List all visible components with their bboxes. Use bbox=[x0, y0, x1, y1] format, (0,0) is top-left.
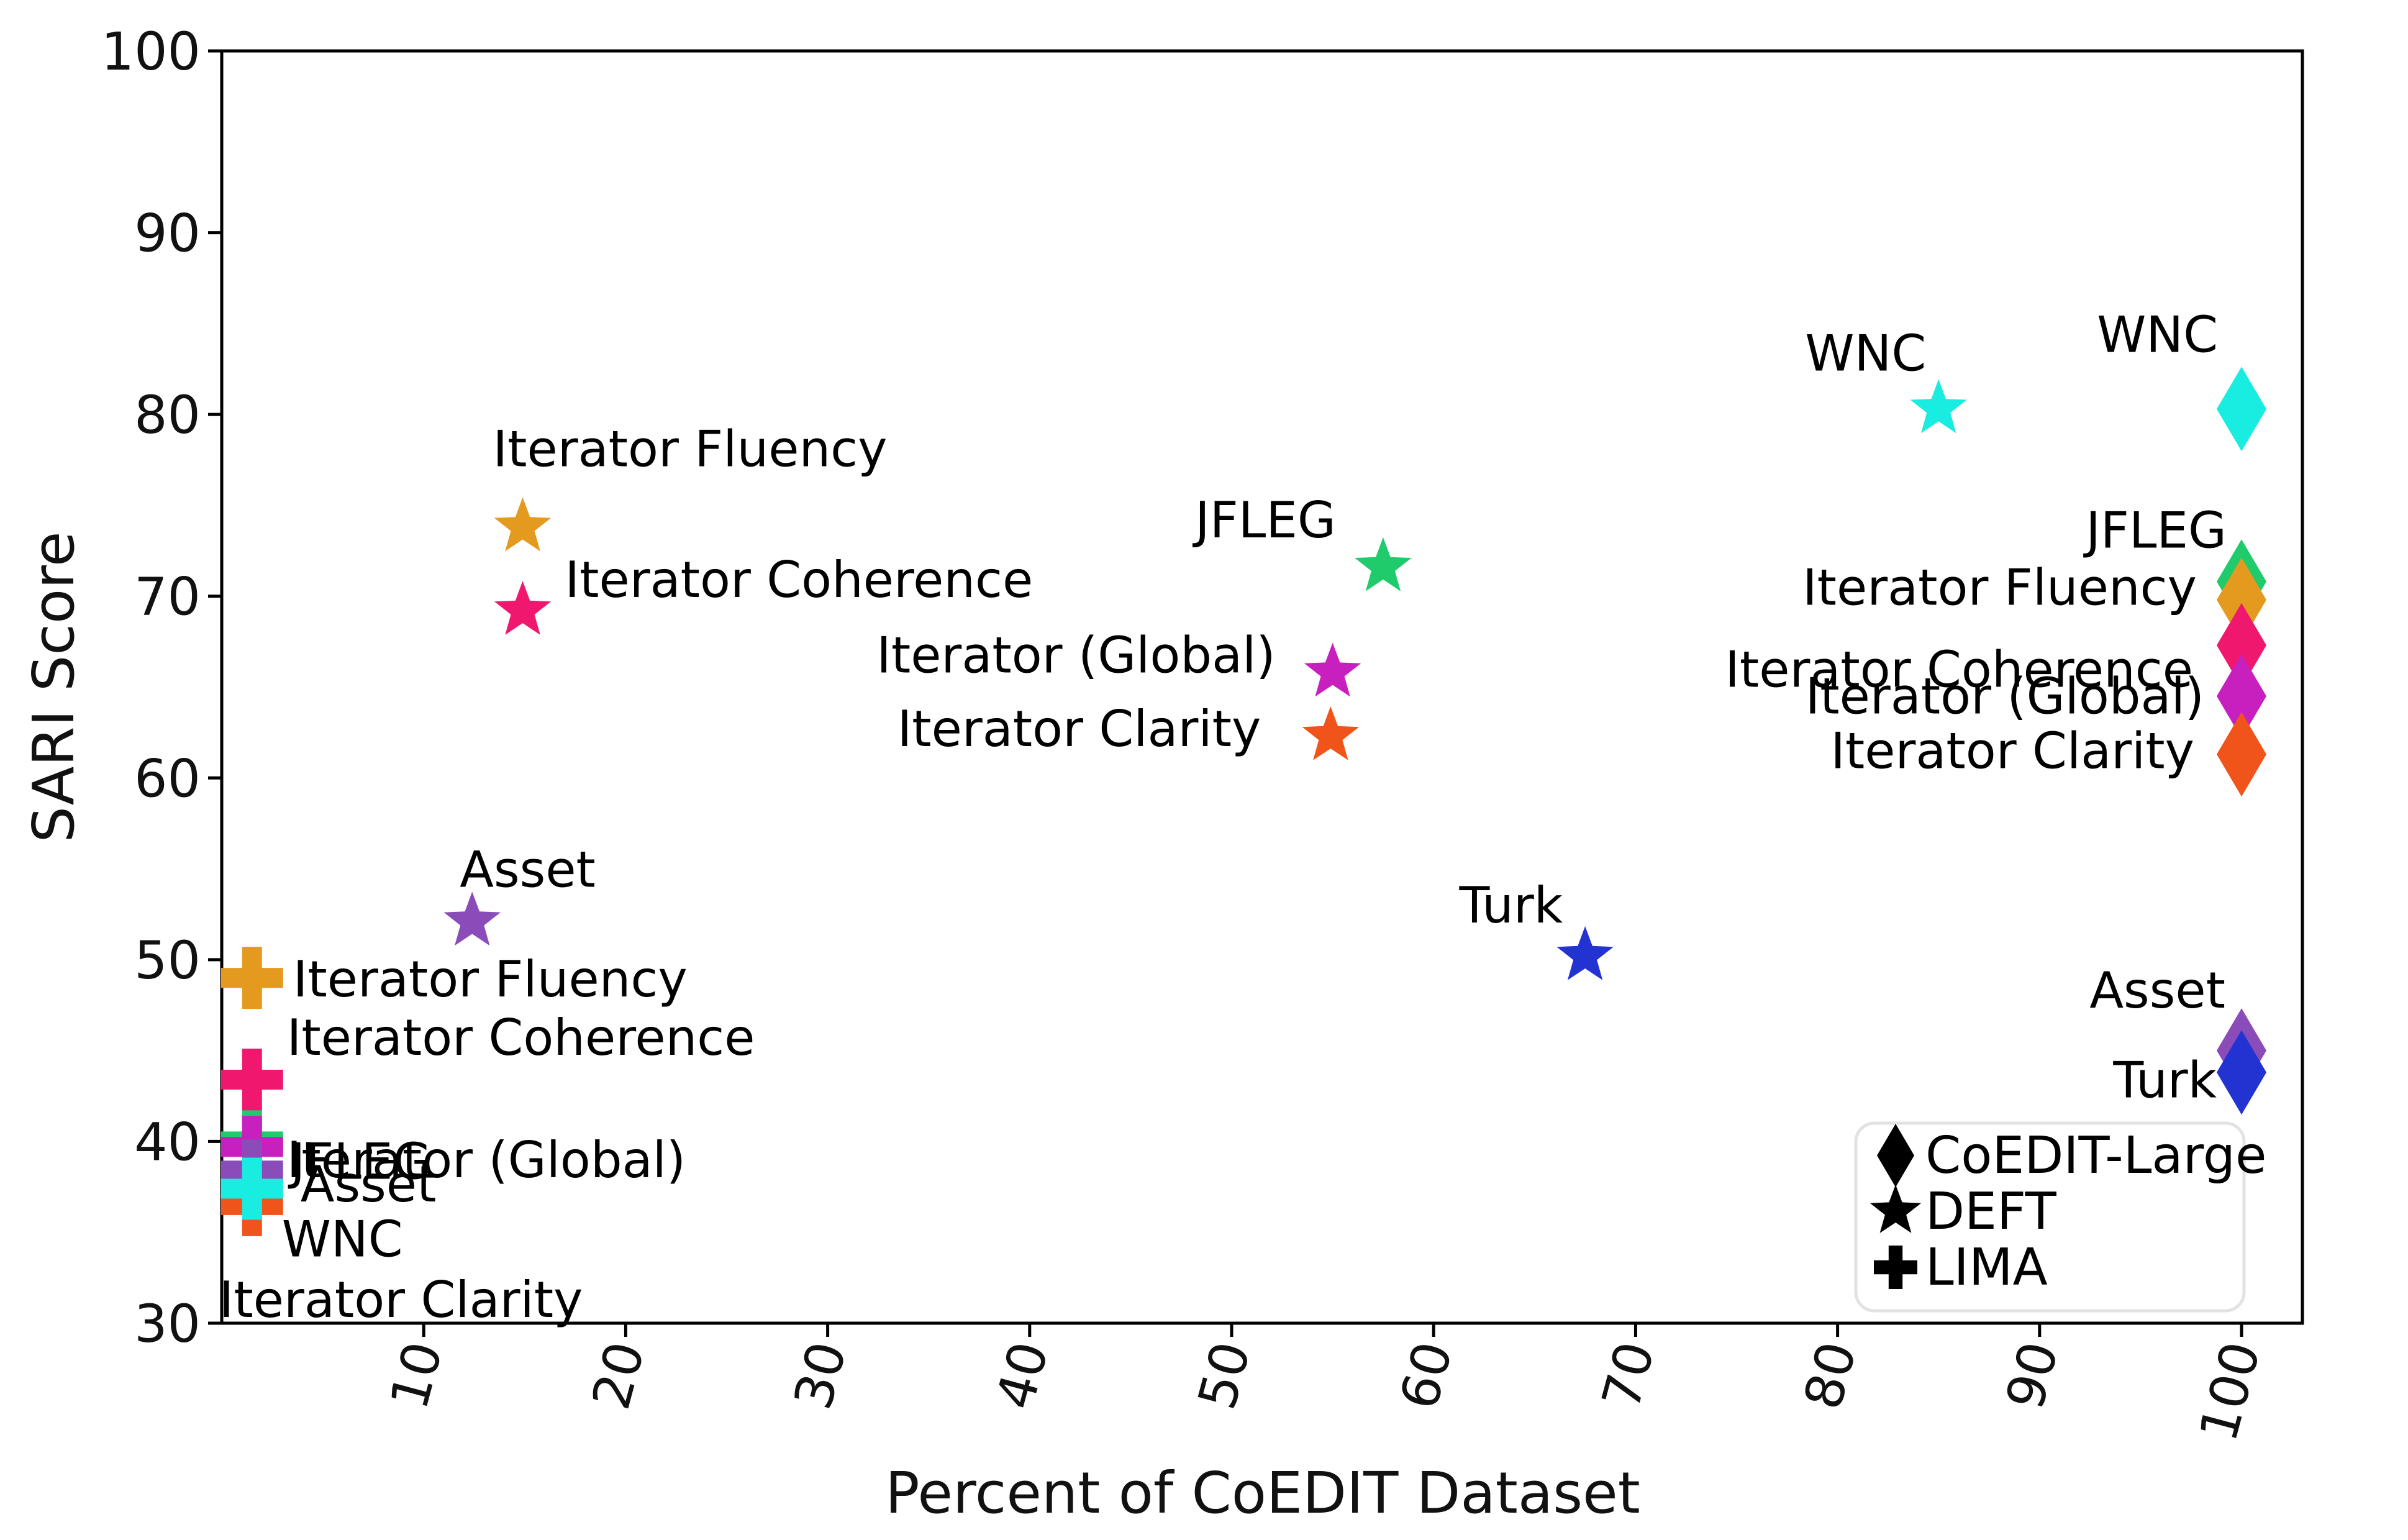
deft-marker-asset bbox=[443, 891, 501, 946]
label-coedit-large-iterator-global: Iterator (Global) bbox=[1806, 668, 2204, 726]
label-lima-jfleg: JFLEG bbox=[288, 1132, 432, 1190]
label-lima-iterator-coherence: Iterator Coherence bbox=[287, 1009, 755, 1067]
label-lima-iterator-fluency: Iterator Fluency bbox=[293, 950, 688, 1008]
deft-marker-wnc bbox=[1910, 379, 1967, 434]
legend-star-icon bbox=[1870, 1184, 1922, 1233]
legend-label-coedit-large: CoEDIT-Large bbox=[1925, 1126, 2266, 1185]
deft-marker-iterator-clarity bbox=[1302, 706, 1359, 760]
y-tick-label: 80 bbox=[134, 385, 201, 445]
y-axis: 30 40 50 60 70 80 90 100 bbox=[101, 21, 222, 1354]
label-deft-iterator-global: Iterator (Global) bbox=[876, 627, 1275, 685]
deft-marker-jfleg bbox=[1355, 537, 1412, 591]
label-lima-iterator-global: Iterator (Global) bbox=[287, 1131, 686, 1189]
label-coedit-large-jfleg: JFLEG bbox=[2083, 501, 2227, 559]
label-coedit-large-turk: Turk bbox=[2112, 1051, 2217, 1109]
deft-marker-turk bbox=[1556, 926, 1614, 980]
y-tick-label: 100 bbox=[101, 21, 201, 82]
coedit-large-marker-iterator-coherence bbox=[2217, 603, 2266, 688]
lima-marker-iterator-fluency bbox=[220, 947, 283, 1009]
y-tick-label: 90 bbox=[134, 203, 201, 264]
legend-label-deft: DEFT bbox=[1925, 1182, 2057, 1241]
deft-marker-iterator-fluency bbox=[494, 497, 552, 552]
label-lima-asset: Asset bbox=[301, 1155, 437, 1213]
label-coedit-large-iterator-fluency: Iterator Fluency bbox=[1802, 559, 2197, 617]
label-lima-iterator-clarity: Iterator Clarity bbox=[219, 1271, 583, 1329]
legend-box bbox=[1854, 1121, 2246, 1313]
coedit-large-marker-wnc bbox=[2217, 367, 2266, 452]
legend-plus-icon bbox=[1874, 1246, 1917, 1289]
label-coedit-large-iterator-coherence: Iterator Coherence bbox=[1725, 641, 2193, 699]
label-deft-turk: Turk bbox=[1458, 877, 1563, 934]
x-axis-title: Percent of CoEDIT Dataset bbox=[885, 1460, 1640, 1526]
label-coedit-large-iterator-clarity: Iterator Clarity bbox=[1830, 722, 2194, 780]
data-markers bbox=[220, 367, 2266, 1236]
label-coedit-large-asset: Asset bbox=[2089, 962, 2225, 1019]
y-tick-label: 40 bbox=[134, 1111, 201, 1172]
deft-marker-iterator-coherence bbox=[494, 581, 552, 635]
coedit-large-marker-iterator-fluency bbox=[2217, 557, 2266, 642]
label-deft-iterator-clarity: Iterator Clarity bbox=[897, 700, 1261, 758]
label-deft-iterator-coherence: Iterator Coherence bbox=[565, 551, 1034, 609]
lima-marker-iterator-coherence bbox=[220, 1048, 283, 1111]
label-coedit-large-wnc: WNC bbox=[2097, 306, 2218, 363]
deft-marker-iterator-global bbox=[1304, 642, 1361, 697]
legend-diamond-icon bbox=[1877, 1124, 1914, 1187]
y-tick-label: 70 bbox=[134, 567, 201, 627]
y-axis-title: SARI Score bbox=[20, 531, 87, 842]
label-lima-wnc: WNC bbox=[282, 1210, 403, 1268]
y-tick-label: 50 bbox=[134, 930, 201, 991]
label-deft-jfleg: JFLEG bbox=[1192, 491, 1336, 549]
coedit-large-marker-iterator-clarity bbox=[2217, 712, 2266, 797]
lima-marker-wnc bbox=[220, 1157, 283, 1220]
y-tick-label: 30 bbox=[134, 1293, 201, 1354]
y-tick-label: 60 bbox=[134, 748, 201, 809]
coedit-large-marker-turk bbox=[2217, 1030, 2266, 1115]
legend-label-lima: LIMA bbox=[1925, 1238, 2048, 1297]
label-deft-iterator-fluency: Iterator Fluency bbox=[493, 421, 888, 478]
label-deft-wnc: WNC bbox=[1805, 324, 1926, 382]
label-deft-asset: Asset bbox=[460, 841, 596, 898]
coedit-large-marker-iterator-global bbox=[2217, 654, 2266, 739]
plot-area bbox=[220, 49, 2304, 1325]
